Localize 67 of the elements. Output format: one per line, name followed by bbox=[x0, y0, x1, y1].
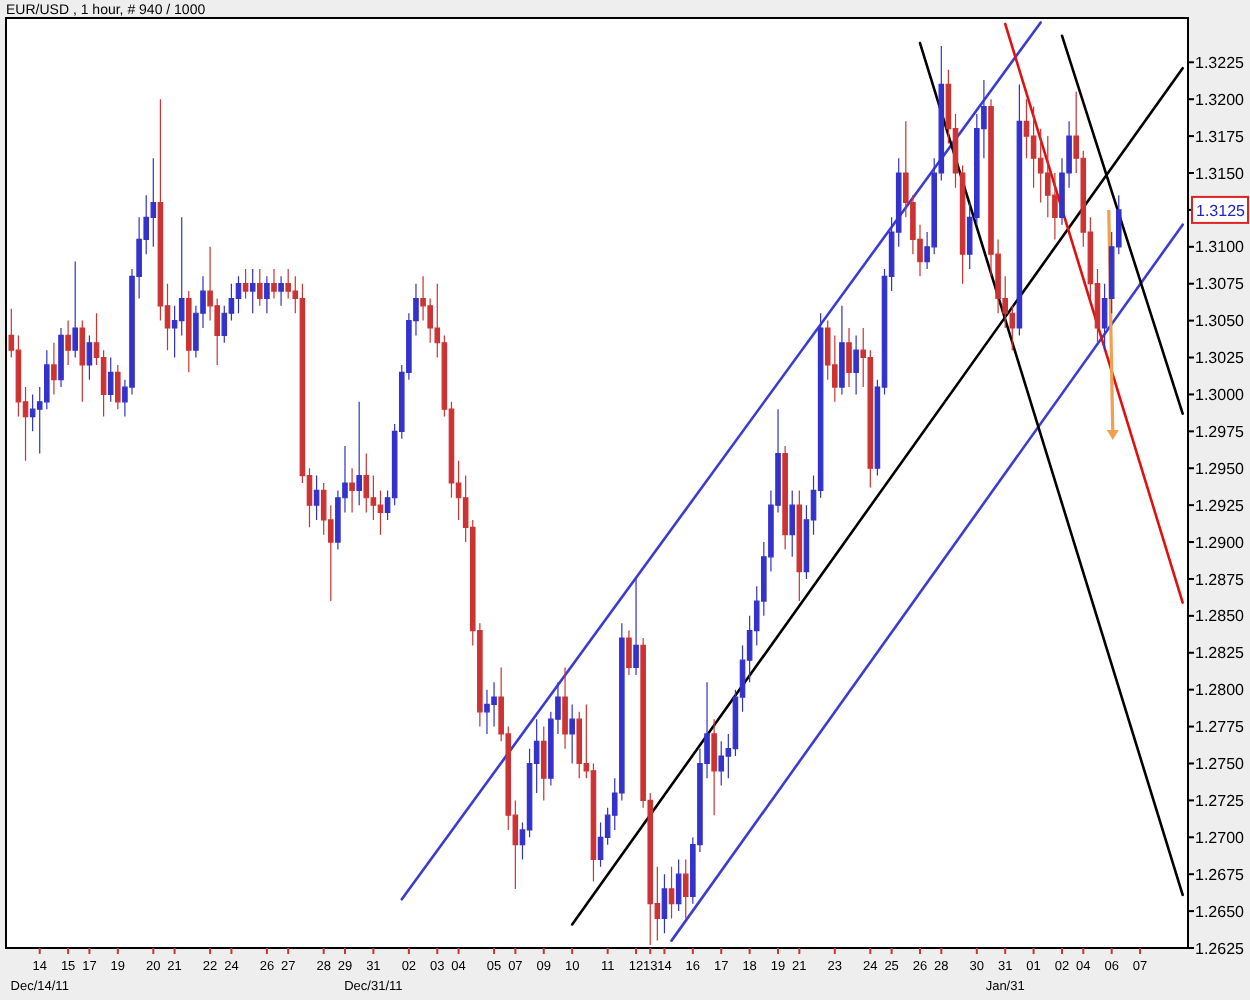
candlestick bbox=[668, 866, 675, 920]
candlestick bbox=[540, 725, 547, 801]
candlestick bbox=[356, 401, 362, 506]
y-tick-label: 1.2850 bbox=[1195, 607, 1246, 626]
candlestick bbox=[789, 489, 796, 558]
y-tick-label: 1.3150 bbox=[1195, 164, 1246, 183]
y-tick-label: 1.2725 bbox=[1195, 791, 1246, 810]
y-tick-label: 1.2800 bbox=[1195, 681, 1246, 700]
candlestick bbox=[782, 445, 788, 551]
candlestick bbox=[271, 268, 277, 300]
y-tick-label: 1.2950 bbox=[1195, 459, 1246, 478]
y-tick-label: 1.2750 bbox=[1195, 755, 1246, 774]
candlestick bbox=[682, 858, 689, 920]
y-tick-label: 1.2650 bbox=[1195, 902, 1246, 921]
y-tick-label: 1.3050 bbox=[1195, 312, 1246, 331]
candlestick bbox=[349, 467, 355, 514]
y-tick-label: 1.2875 bbox=[1195, 570, 1246, 589]
candlestick bbox=[576, 711, 583, 779]
candlestick bbox=[853, 334, 859, 396]
y-tick-label: 1.3225 bbox=[1195, 53, 1246, 72]
y-tick-label: 1.3000 bbox=[1195, 386, 1246, 405]
candlestick bbox=[186, 290, 192, 373]
candlestick bbox=[633, 578, 639, 676]
candlestick bbox=[313, 475, 320, 521]
candlestick bbox=[1016, 83, 1023, 336]
candlestick bbox=[278, 275, 284, 307]
candlestick bbox=[249, 268, 256, 314]
candlestick bbox=[256, 268, 263, 307]
candlestick bbox=[675, 858, 682, 912]
y-tick-label: 1.3075 bbox=[1195, 275, 1246, 294]
candlestick bbox=[661, 873, 668, 934]
y-tick-label: 1.2825 bbox=[1195, 644, 1246, 663]
candlestick bbox=[72, 260, 79, 359]
candlestick bbox=[626, 630, 632, 676]
candlestick bbox=[711, 718, 717, 816]
y-tick-label: 1.3025 bbox=[1195, 349, 1246, 368]
candlestick bbox=[107, 356, 114, 403]
y-tick-label: 1.2775 bbox=[1195, 718, 1246, 737]
y-tick-label: 1.3200 bbox=[1195, 90, 1246, 109]
y-tick-label: 1.2700 bbox=[1195, 828, 1246, 847]
y-tick-label: 1.2925 bbox=[1195, 496, 1246, 515]
y-tick-label: 1.2675 bbox=[1195, 865, 1246, 884]
candlestick bbox=[796, 489, 803, 602]
y-tick-label: 1.3100 bbox=[1195, 238, 1246, 257]
candlestick bbox=[86, 334, 93, 381]
candlestick bbox=[242, 268, 249, 300]
candlestick bbox=[115, 364, 121, 410]
candlestick bbox=[150, 157, 157, 248]
candlestick bbox=[264, 275, 270, 314]
candlestick bbox=[58, 327, 64, 388]
y-tick-label: 1.2625 bbox=[1195, 939, 1246, 958]
annotation: 1.3125 bbox=[1196, 201, 1247, 220]
candlestick bbox=[51, 342, 57, 396]
candlestick bbox=[569, 703, 575, 765]
y-tick-label: 1.2975 bbox=[1195, 422, 1246, 441]
candlestick bbox=[562, 666, 568, 750]
y-tick-label: 1.2900 bbox=[1195, 533, 1246, 552]
candlestick bbox=[491, 681, 497, 728]
candlestick bbox=[235, 275, 242, 314]
y-tick-label: 1.3175 bbox=[1195, 127, 1246, 146]
candlestick bbox=[484, 689, 490, 735]
candlestick bbox=[363, 452, 370, 514]
candlestick bbox=[839, 305, 845, 396]
candlestick bbox=[846, 327, 852, 388]
candlestick bbox=[79, 320, 86, 403]
candlestick bbox=[718, 740, 725, 787]
candlestick bbox=[65, 320, 71, 366]
